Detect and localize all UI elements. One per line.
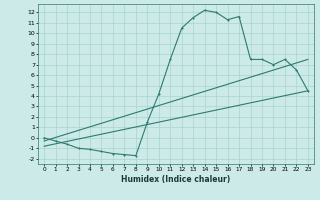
X-axis label: Humidex (Indice chaleur): Humidex (Indice chaleur) [121,175,231,184]
